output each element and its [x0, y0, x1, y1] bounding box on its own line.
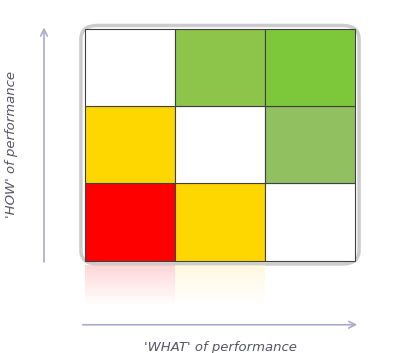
Bar: [84, 292, 175, 294]
Bar: [175, 273, 265, 275]
Bar: [84, 267, 175, 269]
Bar: [84, 184, 175, 261]
FancyBboxPatch shape: [81, 25, 359, 264]
Bar: [175, 275, 265, 276]
Bar: [84, 270, 175, 273]
Text: 'WHAT' of performance: 'WHAT' of performance: [144, 341, 296, 353]
Bar: [175, 270, 265, 273]
Bar: [175, 300, 265, 301]
Text: 'HOW' of performance: 'HOW' of performance: [6, 71, 18, 218]
Bar: [84, 278, 175, 280]
Bar: [84, 29, 175, 106]
Bar: [175, 282, 265, 284]
Bar: [84, 296, 175, 298]
Bar: [84, 280, 175, 282]
Bar: [84, 275, 175, 276]
Bar: [175, 290, 265, 292]
Bar: [265, 184, 356, 261]
Bar: [84, 273, 175, 275]
Bar: [84, 282, 175, 284]
Bar: [175, 278, 265, 280]
Bar: [84, 269, 175, 270]
Bar: [175, 298, 265, 300]
Bar: [175, 284, 265, 286]
Bar: [84, 286, 175, 288]
Bar: [175, 288, 265, 290]
Bar: [84, 265, 175, 267]
Bar: [175, 265, 265, 267]
Bar: [175, 106, 265, 184]
Bar: [175, 267, 265, 269]
Bar: [84, 284, 175, 286]
Bar: [84, 294, 175, 296]
Bar: [84, 298, 175, 300]
Bar: [175, 296, 265, 298]
Bar: [175, 276, 265, 278]
Bar: [175, 294, 265, 296]
Bar: [265, 29, 356, 106]
Bar: [175, 29, 265, 106]
Bar: [265, 106, 356, 184]
Bar: [175, 269, 265, 270]
Bar: [175, 292, 265, 294]
Bar: [175, 280, 265, 282]
Bar: [84, 301, 175, 304]
Bar: [175, 301, 265, 304]
Bar: [84, 276, 175, 278]
Bar: [84, 300, 175, 301]
Bar: [84, 290, 175, 292]
Bar: [175, 286, 265, 288]
Bar: [84, 106, 175, 184]
Bar: [175, 184, 265, 261]
Bar: [84, 288, 175, 290]
